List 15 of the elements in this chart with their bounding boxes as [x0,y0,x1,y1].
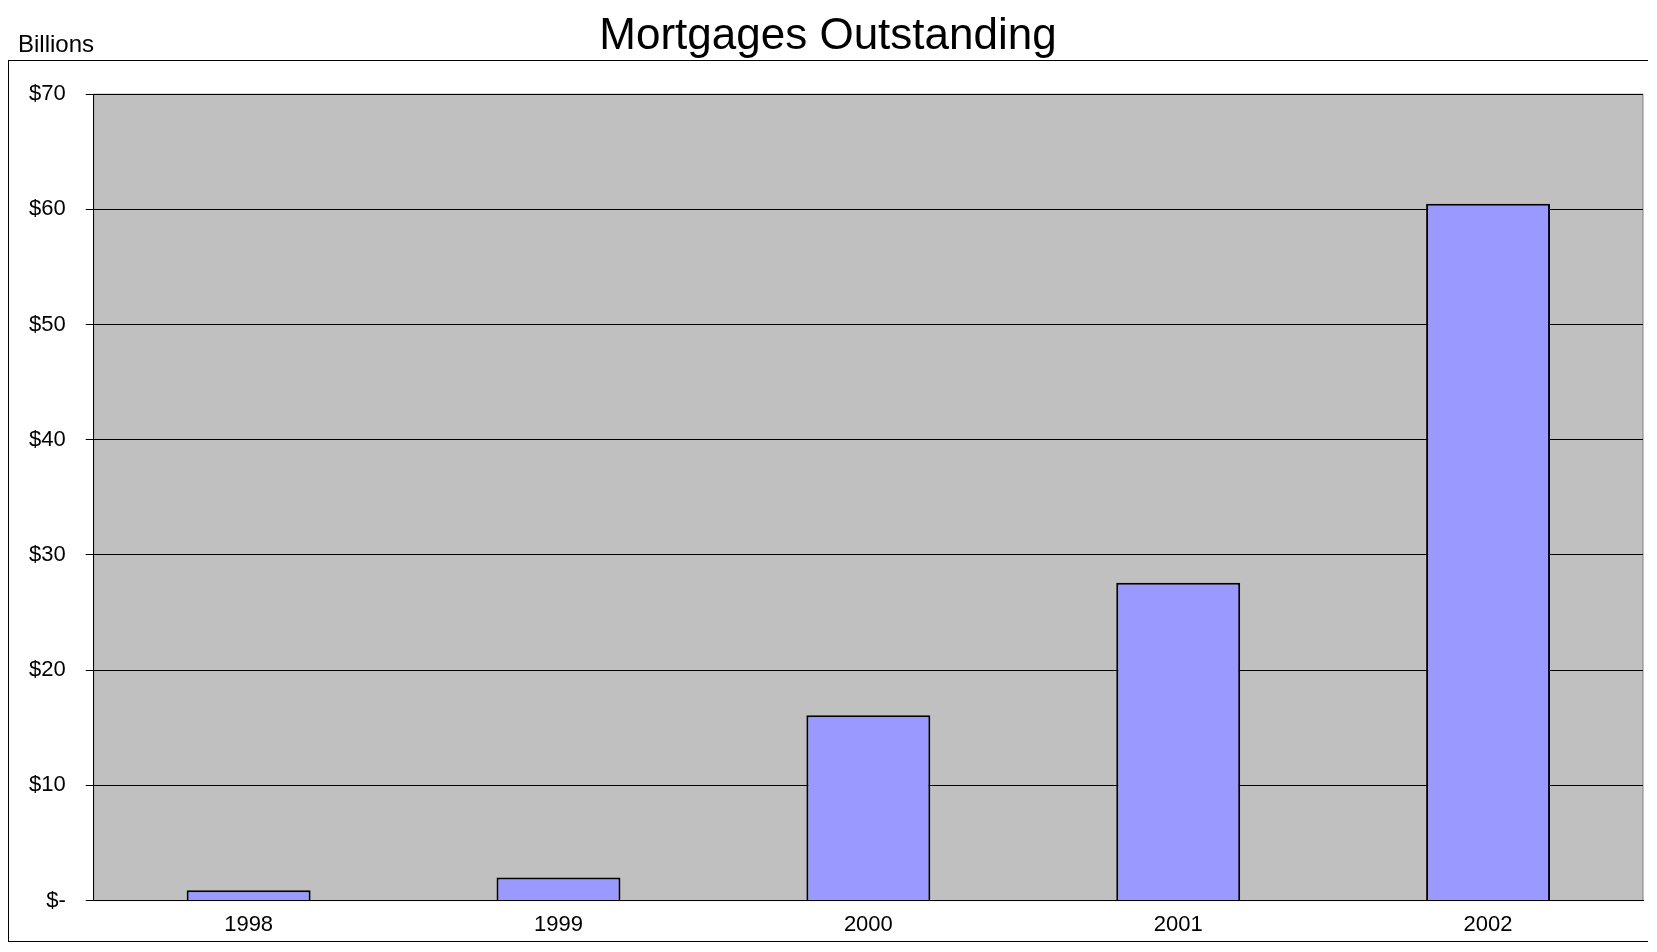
y-axis-title: Billions [18,30,95,58]
x-tick-label: 2002 [1463,910,1513,936]
x-tick-label: 2000 [843,910,893,936]
chart-title: Mortgages Outstanding [599,9,1057,58]
y-tick-label: $20 [28,656,66,682]
y-tick-label: $- [46,886,66,912]
y-tick-label: $60 [28,195,66,221]
x-tick-label: 2001 [1153,910,1203,936]
y-tick-label: $10 [28,771,66,797]
x-tick-label: 1998 [224,910,274,936]
y-tick-label: $50 [28,310,66,336]
y-tick-label: $70 [28,80,66,106]
y-tick-label: $30 [28,541,66,567]
x-tick-label: 1999 [534,910,583,936]
y-tick-label: $40 [28,425,66,451]
